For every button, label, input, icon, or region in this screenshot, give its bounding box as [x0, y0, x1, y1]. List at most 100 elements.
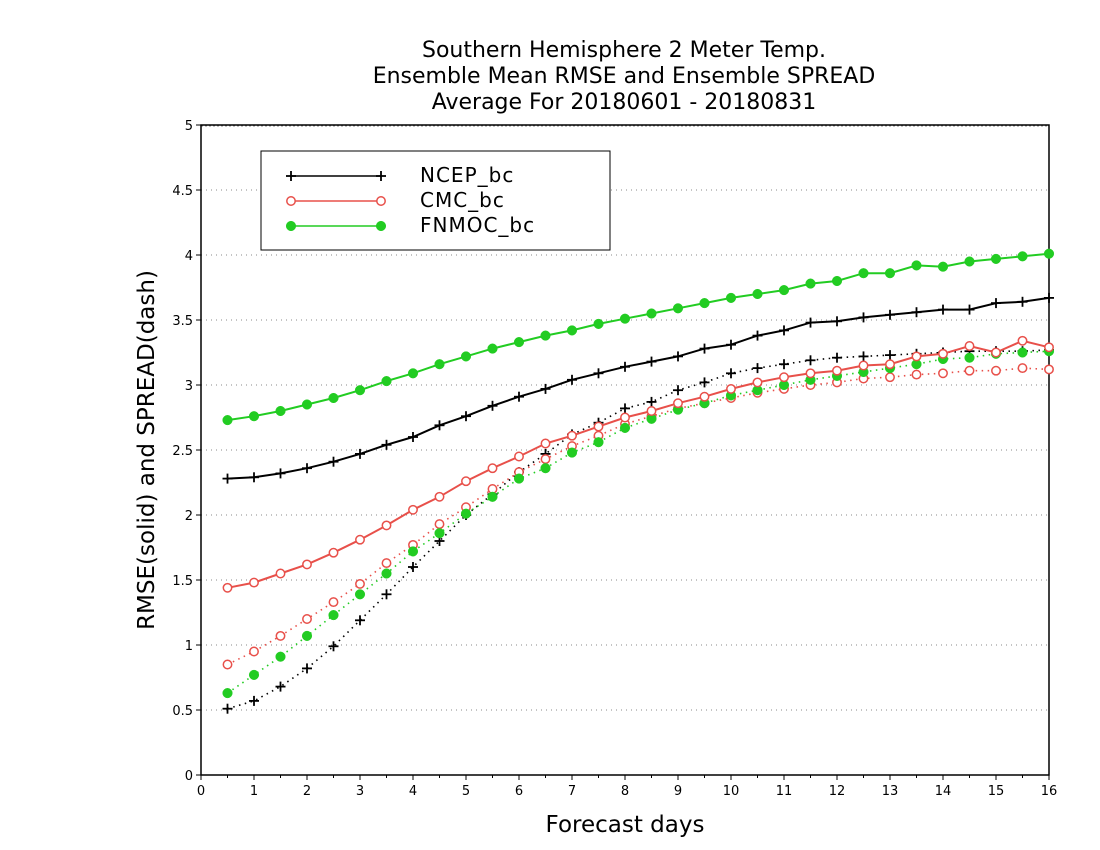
- ncep-spread-point-15: [620, 403, 630, 414]
- cmc-rmse-point-15: [620, 412, 630, 423]
- cmc-spread-point-6: [381, 558, 392, 569]
- ncep-rmse-point-29: [991, 298, 1001, 309]
- cmc-rmse-point-16: [646, 406, 657, 416]
- y-tick-label-4: 2: [185, 509, 193, 524]
- cmc-rmse-point-5: [355, 534, 365, 545]
- cmc-spread-point-25: [885, 372, 895, 383]
- fnmoc-rmse-point-25: [884, 268, 896, 279]
- cmc-spread-point-26: [911, 369, 922, 380]
- ncep-spread-point-3: [302, 663, 312, 674]
- fnmoc-rmse-point-4: [328, 392, 339, 404]
- ncep-spread-point-25: [885, 350, 895, 361]
- ncep-spread-point-18: [699, 377, 710, 388]
- legend-label-fnmoc: FNMOC_bc: [420, 213, 535, 237]
- ncep-spread-point-24: [858, 351, 869, 362]
- y-tick-label-3: 1.5: [172, 574, 193, 589]
- fnmoc-rmse-point-10: [487, 343, 498, 354]
- fnmoc-rmse-point-9: [460, 351, 472, 362]
- cmc-rmse-point-31: [1044, 342, 1054, 353]
- legend: NCEP_bc CMC_bc FNMOC_bc: [260, 150, 611, 251]
- fnmoc-rmse-point-5: [354, 385, 366, 396]
- cmc-rmse-point-12: [540, 438, 551, 449]
- x-tick-label-11: 11: [776, 784, 793, 799]
- cmc-rmse-point-22: [805, 368, 816, 379]
- x-tick-label-6: 6: [515, 784, 523, 799]
- cmc-rmse-point-10: [487, 463, 498, 474]
- cmc-rmse-point-9: [461, 476, 471, 487]
- fnmoc-rmse-point-26: [911, 260, 922, 271]
- x-tick-label-3: 3: [356, 784, 364, 799]
- fnmoc-spread-point-2: [275, 651, 286, 662]
- fnmoc-rmse-point-30: [1017, 251, 1028, 262]
- title-line-2: Ensemble Mean RMSE and Ensemble SPREAD: [373, 64, 876, 89]
- fnmoc-rmse-point-15: [619, 313, 631, 324]
- fnmoc-rmse-point-23: [831, 275, 843, 287]
- cmc-spread-point-4: [328, 597, 339, 608]
- cmc-rmse-point-28: [964, 341, 975, 351]
- cmc-spread-line: [227, 367, 1050, 666]
- fnmoc-rmse-point-13: [566, 325, 578, 336]
- ncep-spread-point-16: [646, 396, 657, 407]
- x-tick-label-15: 15: [988, 784, 1005, 799]
- cmc-rmse-point-17: [673, 398, 683, 409]
- cmc-rmse-point-26: [911, 351, 922, 362]
- x-tick-label-2: 2: [303, 784, 311, 799]
- cmc-spread-point-1: [249, 646, 259, 657]
- ncep-rmse-point-27: [938, 304, 948, 315]
- ncep-rmse-point-2: [275, 468, 286, 479]
- legend-marker-right-cmc: [376, 196, 386, 206]
- legend-label-cmc: CMC_bc: [420, 188, 505, 212]
- fnmoc-rmse-point-14: [593, 318, 604, 329]
- fnmoc-spread-point-0: [222, 688, 233, 699]
- cmc-rmse-point-2: [275, 568, 286, 579]
- ncep-rmse-point-15: [620, 361, 630, 372]
- fnmoc-spread-point-4: [328, 610, 339, 621]
- ncep-rmse-point-6: [381, 439, 392, 450]
- chart-title: Southern Hemisphere 2 Meter Temp. Ensemb…: [373, 38, 876, 115]
- ncep-spread-point-0: [222, 703, 233, 714]
- ncep-spread-point-6: [381, 589, 392, 600]
- cmc-rmse-point-27: [938, 348, 948, 359]
- fnmoc-rmse-point-6: [381, 376, 392, 387]
- fnmoc-rmse-point-3: [301, 399, 313, 410]
- title-line-1: Southern Hemisphere 2 Meter Temp.: [422, 38, 826, 63]
- cmc-rmse-point-19: [726, 383, 736, 394]
- axis-ticks: 00.511.522.533.544.550 1 2 3 4 5 6 7 8 9 10 11 12 13 1…: [172, 119, 1057, 799]
- x-tick-label-16: 16: [1041, 784, 1058, 799]
- cmc-rmse-point-20: [752, 377, 763, 388]
- ncep-rmse-point-8: [434, 420, 445, 431]
- x-tick-label-0: 0: [197, 784, 205, 799]
- legend-marker-right-fnmoc: [375, 220, 387, 232]
- y-axis-label: RMSE(solid) and SPREAD(dash): [134, 270, 160, 630]
- fnmoc-rmse-point-18: [699, 298, 710, 309]
- y-tick-label-5: 2.5: [172, 444, 193, 459]
- fnmoc-rmse-point-2: [275, 405, 286, 417]
- ncep-rmse-point-19: [726, 339, 736, 350]
- y-tick-label-1: 0.5: [172, 704, 193, 719]
- fnmoc-rmse-point-8: [434, 359, 445, 370]
- cmc-rmse-point-0: [222, 582, 233, 593]
- y-tick-label-10: 5: [185, 119, 193, 134]
- fnmoc-rmse-point-19: [725, 292, 737, 303]
- ncep-spread-point-5: [355, 615, 365, 626]
- fnmoc-rmse-point-28: [964, 256, 975, 267]
- ncep-rmse-point-23: [832, 316, 842, 327]
- fnmoc-spread-point-30: [1017, 347, 1028, 358]
- series-layer: [222, 248, 1055, 714]
- x-tick-label-13: 13: [882, 784, 899, 799]
- ncep-rmse-point-17: [673, 351, 683, 362]
- cmc-rmse-point-7: [408, 504, 418, 515]
- ncep-rmse-point-20: [752, 330, 763, 341]
- fnmoc-spread-point-13: [566, 447, 578, 458]
- cmc-spread-point-29: [991, 365, 1001, 376]
- legend-entries: [285, 171, 387, 232]
- fnmoc-rmse-point-20: [752, 288, 763, 300]
- fnmoc-spread-point-9: [460, 508, 472, 519]
- ncep-rmse-point-13: [567, 374, 577, 385]
- cmc-rmse-point-24: [858, 360, 869, 371]
- ncep-rmse-point-4: [328, 456, 339, 467]
- y-tick-label-8: 4: [185, 249, 193, 264]
- x-tick-label-10: 10: [723, 784, 740, 799]
- fnmoc-rmse-point-1: [248, 411, 260, 422]
